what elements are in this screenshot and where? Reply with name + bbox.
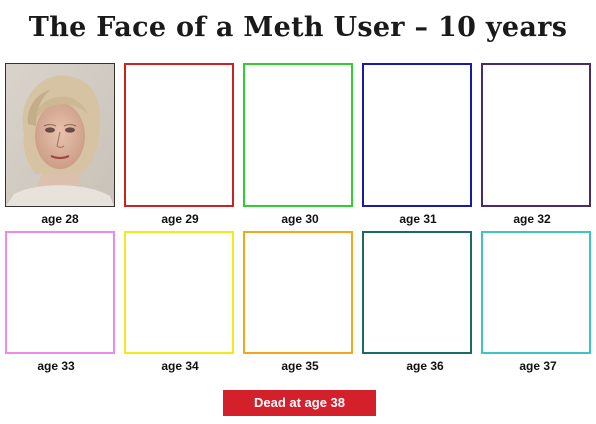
caption-age-33: age 33 [37, 359, 75, 373]
empty-frame-age-36 [362, 231, 472, 354]
caption-age-35: age 35 [281, 359, 319, 373]
empty-frame-age-33 [5, 231, 115, 354]
portrait-image [6, 64, 114, 206]
caption-age-29: age 29 [161, 212, 199, 226]
caption-age-36: age 36 [406, 359, 444, 373]
empty-frame-age-32 [481, 63, 591, 207]
caption-age-30: age 30 [281, 212, 319, 226]
empty-frame-age-30 [243, 63, 353, 207]
caption-age-32: age 32 [513, 212, 551, 226]
empty-frame-age-37 [481, 231, 591, 354]
portrait-photo [5, 63, 115, 207]
empty-frame-age-29 [124, 63, 234, 207]
empty-frame-age-35 [243, 231, 353, 354]
page-title: The Face of a Meth User – 10 years [28, 12, 568, 43]
empty-frame-age-34 [124, 231, 234, 354]
caption-age-28: age 28 [41, 212, 79, 226]
caption-age-34: age 34 [161, 359, 199, 373]
caption-age-37: age 37 [519, 359, 557, 373]
dead-at-age-banner: Dead at age 38 [223, 390, 376, 416]
empty-frame-age-31 [362, 63, 472, 207]
caption-age-31: age 31 [399, 212, 437, 226]
